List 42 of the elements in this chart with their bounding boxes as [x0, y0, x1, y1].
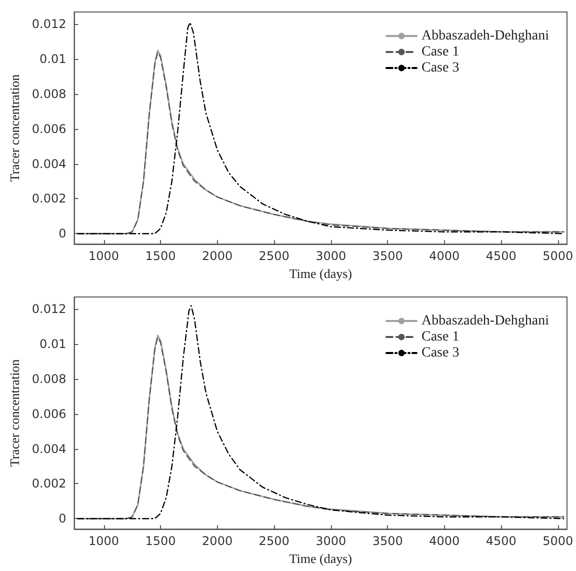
- x-tick-label: 1500: [145, 249, 176, 264]
- x-tick-label: 5000: [542, 534, 574, 548]
- x-tick-label: 3000: [316, 534, 346, 548]
- x-tick-label: 2000: [202, 534, 233, 548]
- x-tick-label: 2500: [258, 249, 290, 264]
- y-tick-label: 0.012: [32, 17, 66, 32]
- y-tick-label: 0.008: [32, 87, 66, 102]
- y-tick-label: 0.008: [32, 372, 66, 386]
- x-tick-label: 1500: [145, 534, 176, 548]
- x-tick-label: 3000: [316, 249, 346, 264]
- x-tick-label: 4500: [486, 249, 516, 264]
- x-tick-label: 2000: [202, 249, 233, 264]
- y-axis-title: Tracer concentration: [7, 74, 22, 182]
- y-tick-label: 0: [58, 512, 66, 526]
- x-axis-title: Time (days): [289, 266, 352, 281]
- x-tick-label: 4500: [486, 534, 516, 548]
- legend-label: Case 3: [421, 346, 460, 360]
- y-tick-label: 0: [58, 226, 66, 241]
- y-tick-label: 0.006: [32, 406, 66, 421]
- y-axis-title: Tracer concentration: [7, 358, 22, 467]
- x-axis-title: Time (days): [289, 551, 352, 566]
- legend-label: Case 1: [421, 44, 460, 60]
- x-tick-label: 4000: [429, 534, 460, 548]
- x-tick-label: 1000: [88, 249, 120, 264]
- x-tick-label: 3500: [372, 534, 403, 548]
- legend-label: Abbaszadeh-Dehghani: [421, 28, 550, 44]
- y-tick-label: 0.01: [40, 52, 66, 66]
- x-tick-label: 1000: [88, 534, 120, 548]
- y-tick-label: 0.002: [32, 192, 66, 206]
- legend-label: Case 1: [421, 330, 460, 344]
- y-tick-label: 0.01: [40, 337, 66, 352]
- x-tick-label: 3500: [372, 249, 403, 264]
- x-tick-label: 2500: [258, 534, 290, 548]
- y-tick-label: 0.002: [32, 476, 66, 491]
- y-tick-label: 0.006: [32, 122, 66, 136]
- legend-label: Case 3: [421, 60, 460, 76]
- x-tick-label: 5000: [542, 249, 574, 264]
- y-tick-label: 0.004: [32, 442, 66, 456]
- x-tick-label: 4000: [429, 249, 460, 264]
- y-tick-label: 0.004: [32, 156, 66, 171]
- y-tick-label: 0.012: [32, 302, 66, 316]
- legend-label: Abbaszadeh-Dehghani: [421, 314, 550, 328]
